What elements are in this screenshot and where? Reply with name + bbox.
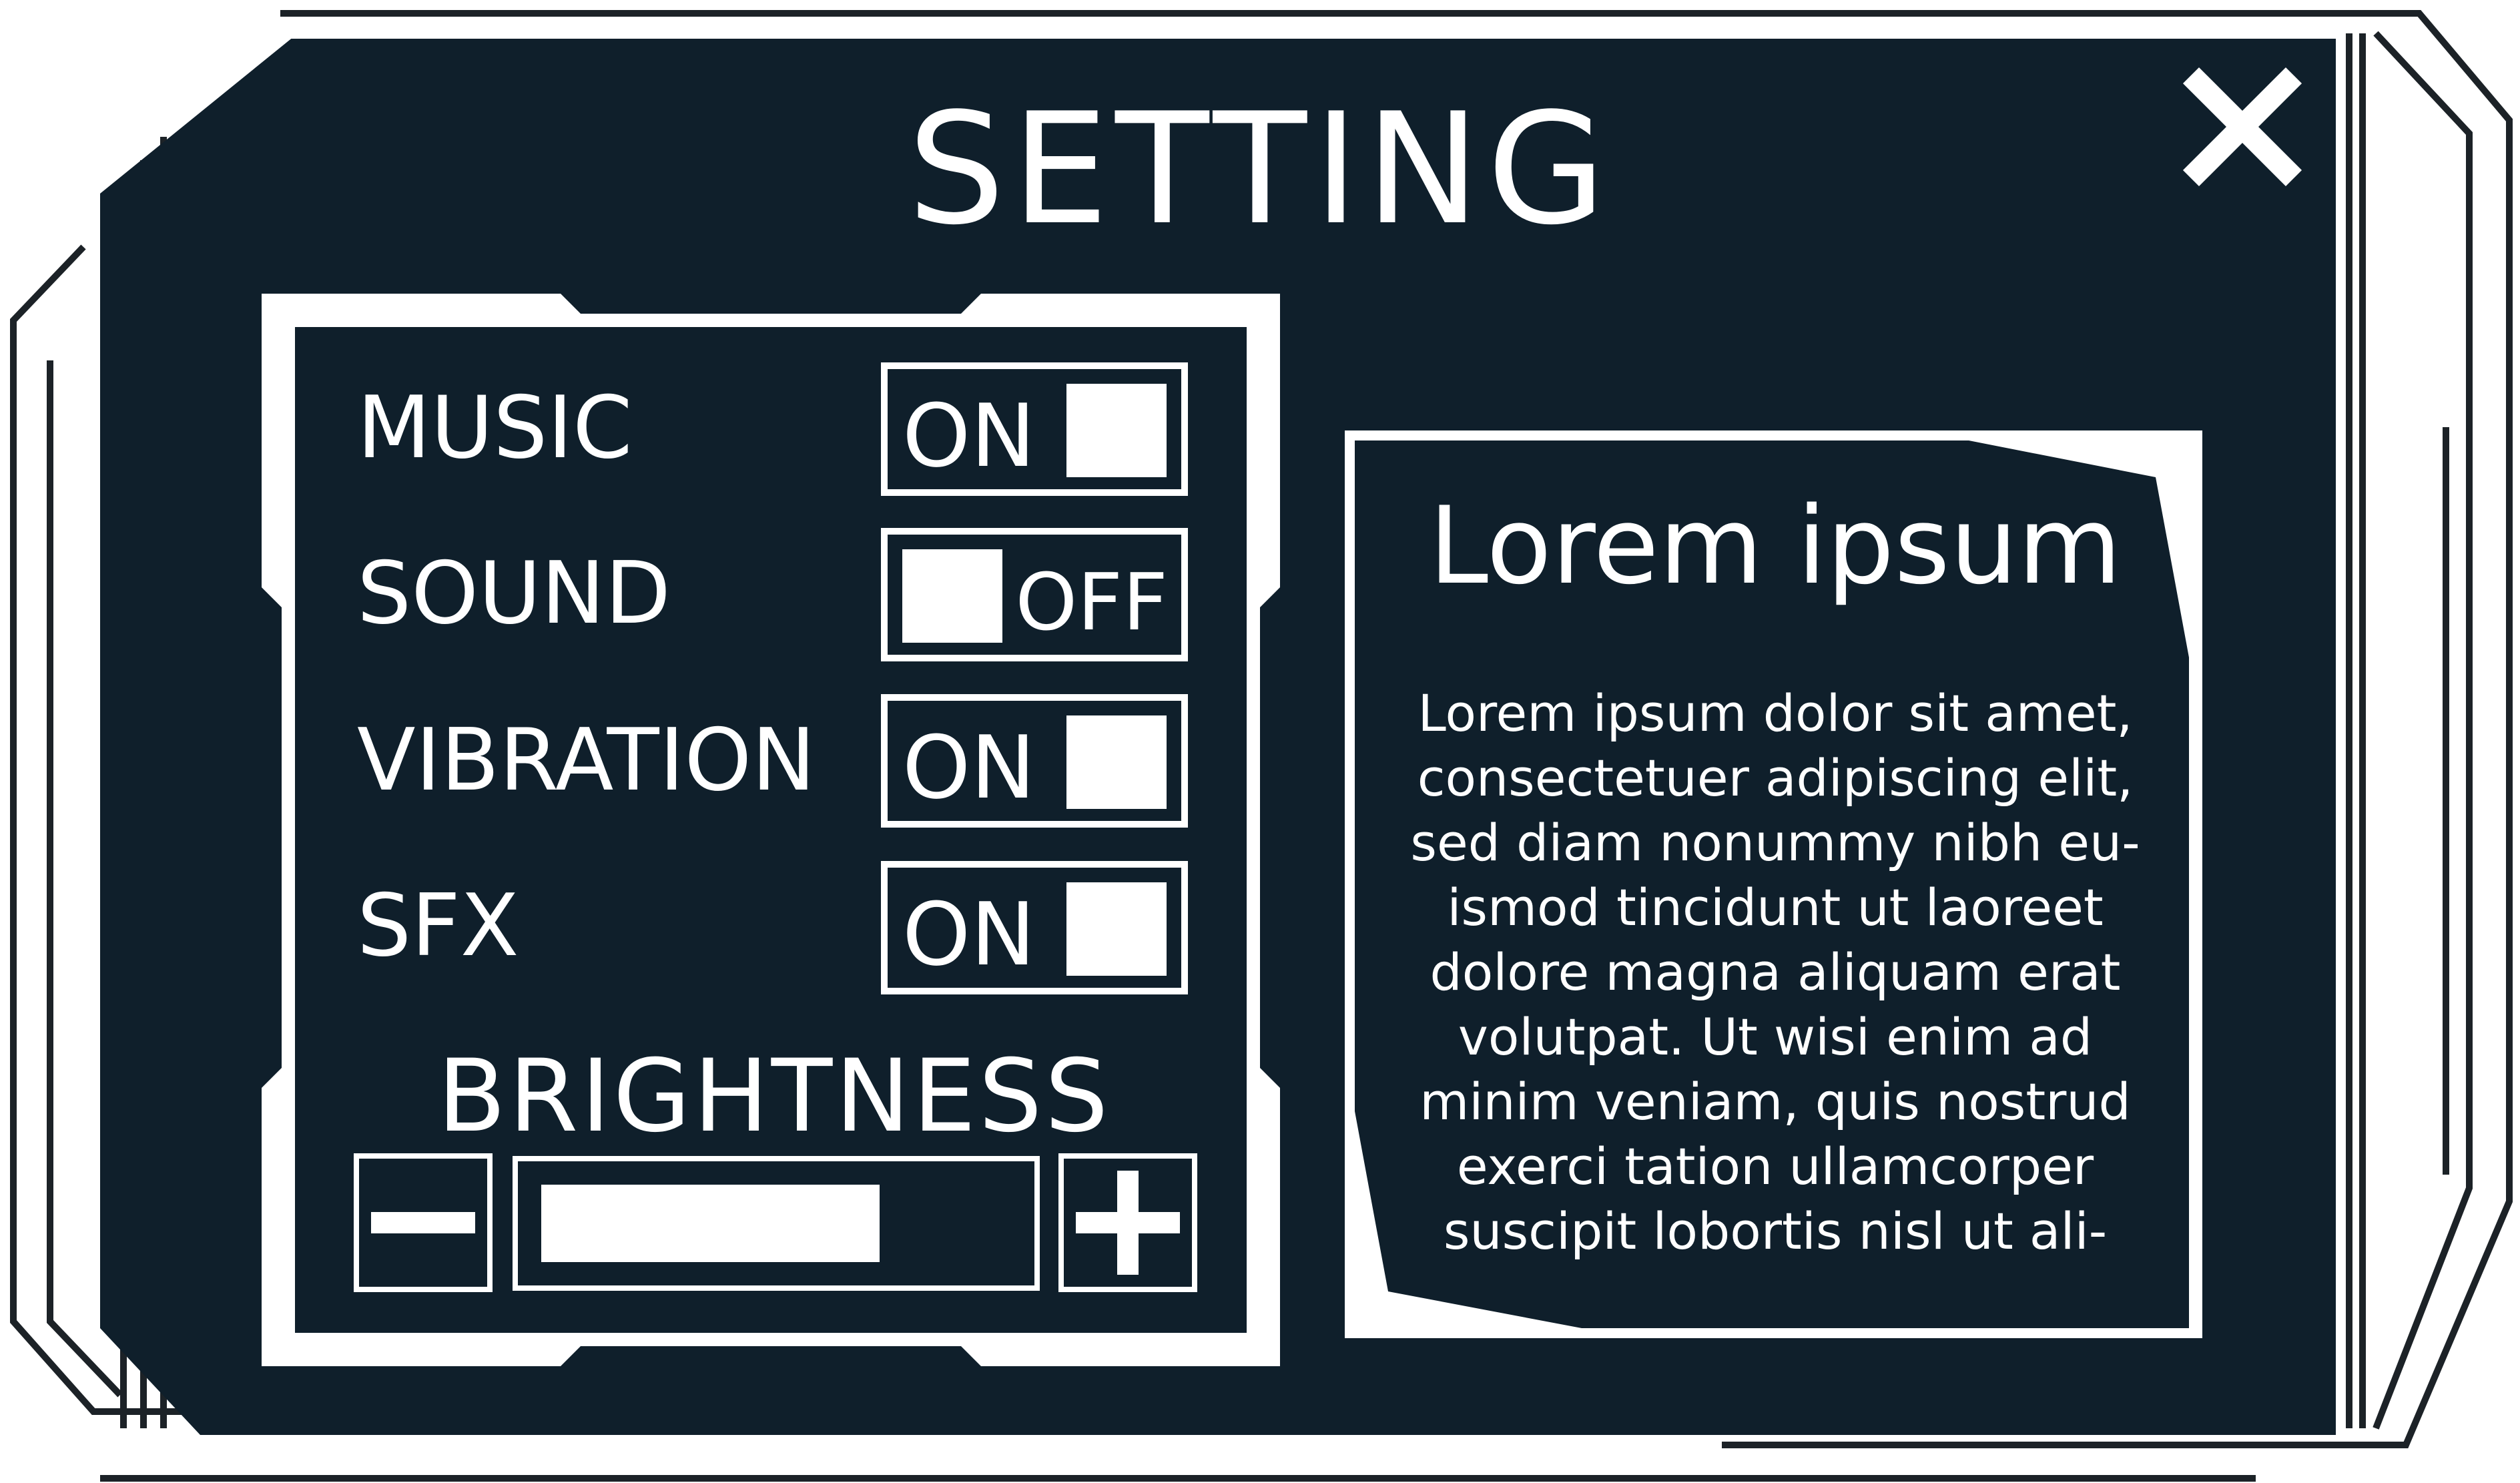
sfx-toggle[interactable]: ON bbox=[881, 861, 1188, 994]
vibration-toggle-knob bbox=[1066, 715, 1167, 809]
music-toggle-state: ON bbox=[902, 385, 1036, 487]
panel-background bbox=[100, 37, 2336, 1435]
info-body-line: suscipit lobortis nisl ut ali- bbox=[1443, 1201, 2108, 1261]
close-button[interactable] bbox=[2182, 67, 2302, 187]
info-body-line: exerci tation ullamcorper bbox=[1456, 1137, 2094, 1196]
music-label: MUSIC bbox=[357, 378, 633, 478]
vibration-label: VIBRATION bbox=[357, 711, 816, 810]
info-body-line: Lorem ipsum dolor sit amet, bbox=[1418, 683, 2133, 743]
info-body-line: dolore magna aliquam erat bbox=[1430, 942, 2121, 1002]
music-toggle-knob bbox=[1066, 384, 1167, 477]
sfx-label: SFX bbox=[357, 876, 519, 976]
info-title: Lorem ipsum bbox=[1428, 483, 2122, 608]
sfx-toggle-knob bbox=[1066, 882, 1167, 976]
brightness-increase-button[interactable] bbox=[1058, 1153, 1197, 1292]
brightness-slider[interactable] bbox=[513, 1156, 1040, 1291]
sound-label: SOUND bbox=[357, 544, 671, 643]
info-body-line: volutpat. Ut wisi enim ad bbox=[1458, 1007, 2093, 1067]
sfx-toggle-state: ON bbox=[902, 884, 1036, 985]
music-toggle[interactable]: ON bbox=[881, 362, 1188, 496]
close-icon bbox=[2182, 67, 2302, 187]
brightness-slider-fill bbox=[541, 1185, 880, 1262]
brightness-decrease-button[interactable] bbox=[354, 1153, 493, 1292]
plus-icon bbox=[1076, 1171, 1180, 1275]
brightness-label: BRIGHTNESS bbox=[437, 1039, 1111, 1155]
minus-icon bbox=[371, 1212, 475, 1233]
info-body-line: minim veniam, quis nostrud bbox=[1420, 1072, 2131, 1131]
info-body: Lorem ipsum dolor sit amet, consectetuer … bbox=[1375, 681, 2176, 1263]
info-body-line: consectetuer adipiscing elit, bbox=[1417, 748, 2134, 808]
info-body-line: ismod tincidunt ut laoreet bbox=[1447, 878, 2104, 937]
page-title: SETTING bbox=[907, 81, 1613, 259]
vibration-toggle[interactable]: ON bbox=[881, 694, 1188, 828]
sound-toggle-knob bbox=[902, 549, 1002, 643]
sound-toggle-state: OFF bbox=[1015, 556, 1168, 648]
info-body-line: sed diam nonummy nibh eu- bbox=[1410, 813, 2140, 872]
sound-toggle[interactable]: OFF bbox=[881, 528, 1188, 661]
vibration-toggle-state: ON bbox=[902, 717, 1036, 818]
